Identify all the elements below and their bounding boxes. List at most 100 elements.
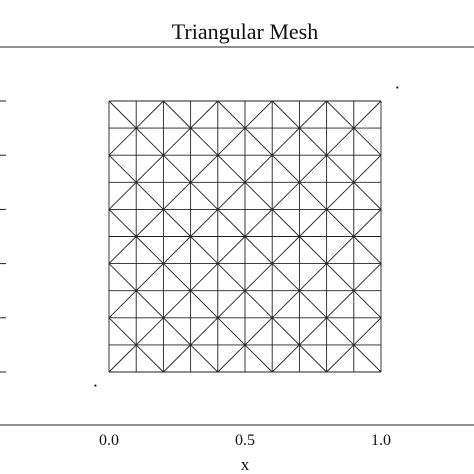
mesh-diagonal-edge (163, 181, 191, 210)
mesh-diagonal-edge (353, 209, 382, 237)
mesh-diagonal-edge (353, 290, 382, 319)
mesh-diagonal-edge (108, 263, 137, 292)
stray-points (94, 86, 399, 387)
mesh-diagonal-edge (108, 181, 137, 210)
mesh-diagonal-edge (108, 100, 137, 129)
mesh-diagonal-edge (163, 263, 191, 292)
mesh-diagonal-edge (353, 100, 382, 129)
mesh-diagonal-edge (108, 236, 137, 264)
mesh-diagonal-edge (353, 317, 382, 346)
mesh-diagonal-edge (217, 181, 246, 210)
mesh-diagonal-edge (353, 154, 382, 183)
mesh-diagonal-edge (299, 344, 327, 373)
mesh-diagonal-edge (299, 290, 327, 319)
x-tick-label: 0.5 (235, 432, 255, 449)
mesh-diagonal-edge (217, 209, 246, 237)
mesh-diagonal-edge (326, 127, 355, 156)
mesh-diagonal-edge (217, 344, 246, 373)
mesh-diagonal-edge (299, 263, 327, 292)
mesh-diagonal-edge (244, 154, 273, 183)
mesh-diagonal-edge (217, 317, 246, 346)
mesh-diagonal-edge (353, 344, 382, 373)
mesh-diagonal-edge (190, 317, 219, 346)
mesh-diagonal-edge (135, 209, 164, 237)
mesh-diagonal-edge (271, 317, 300, 346)
mesh-diagonal-edge (299, 236, 327, 264)
mesh-diagonal-edge (244, 344, 273, 373)
mesh-diagonal-edge (271, 263, 300, 292)
mesh-diagonal-edge (135, 317, 164, 346)
mesh-diagonal-edge (353, 263, 382, 292)
mesh-diagonal-edge (190, 209, 219, 237)
mesh-diagonal-edge (135, 236, 164, 264)
mesh-diagonal-edge (244, 236, 273, 264)
mesh-diagonal-edge (244, 290, 273, 319)
mesh-diagonal-edge (326, 290, 355, 319)
mesh-diagonal-edge (190, 100, 219, 129)
mesh-diagonal-edge (135, 100, 164, 129)
mesh-diagonal-edge (163, 209, 191, 237)
mesh-diagonal-edge (271, 181, 300, 210)
mesh-diagonal-edge (217, 154, 246, 183)
mesh-diagonal-edge (163, 317, 191, 346)
mesh-diagonal-edge (353, 236, 382, 264)
mesh-diagonal-edge (326, 344, 355, 373)
x-ticks: 0.0 0.5 1.0 (99, 432, 391, 449)
mesh-diagonal-edge (190, 344, 219, 373)
mesh-diagonal-edge (326, 236, 355, 264)
chart-title: Triangular Mesh (172, 19, 318, 44)
mesh-diagonal-edge (135, 181, 164, 210)
mesh-diagonal-edge (299, 127, 327, 156)
mesh-diagonal-edge (217, 127, 246, 156)
stray-point (396, 86, 399, 89)
mesh-layer (108, 100, 382, 373)
mesh-diagonal-edge (326, 154, 355, 183)
mesh-diagonal-edge (299, 181, 327, 210)
mesh-diagonal-edge (244, 209, 273, 237)
mesh-diagonal-edge (217, 263, 246, 292)
y-ticks (0, 100, 6, 373)
mesh-diagonal-edge (163, 127, 191, 156)
mesh-diagonal-edge (217, 236, 246, 264)
mesh-diagonal-edge (271, 209, 300, 237)
mesh-diagonal-edge (190, 236, 219, 264)
mesh-diagonal-edge (108, 209, 137, 237)
mesh-diagonal-edge (190, 290, 219, 319)
mesh-diagonal-edge (299, 154, 327, 183)
stray-point (94, 384, 97, 387)
mesh-diagonal-edge (108, 317, 137, 346)
mesh-diagonal-edge (271, 154, 300, 183)
mesh-diagonal-edge (108, 127, 137, 156)
mesh-diagonal-edge (326, 181, 355, 210)
mesh-diagonal-edge (190, 263, 219, 292)
mesh-diagonal-edge (326, 100, 355, 129)
mesh-diagonal-edge (326, 263, 355, 292)
mesh-diagonal-edge (271, 236, 300, 264)
mesh-diagonal-edge (326, 209, 355, 237)
mesh-diagonal-edge (108, 290, 137, 319)
x-tick-label: 0.0 (99, 432, 119, 449)
mesh-diagonal-edge (353, 181, 382, 210)
mesh-diagonal-edge (190, 181, 219, 210)
mesh-diagonal-edge (163, 100, 191, 129)
mesh-diagonal-edge (271, 127, 300, 156)
mesh-diagonal-edge (108, 154, 137, 183)
mesh-diagonal-edge (190, 154, 219, 183)
mesh-diagonal-edge (299, 317, 327, 346)
mesh-diagonal-edge (217, 290, 246, 319)
mesh-diagonal-edge (135, 127, 164, 156)
mesh-diagonal-edge (326, 317, 355, 346)
x-tick-label: 1.0 (371, 432, 391, 449)
mesh-diagonal-edge (244, 181, 273, 210)
mesh-diagonal-edge (299, 209, 327, 237)
x-axis-label: x (241, 455, 250, 474)
mesh-diagonal-edge (135, 154, 164, 183)
mesh-diagonal-edge (135, 344, 164, 373)
mesh-diagonal-edge (217, 100, 246, 129)
mesh-diagonal-edge (135, 290, 164, 319)
mesh-diagonal-edge (108, 344, 137, 373)
mesh-diagonal-edge (271, 100, 300, 129)
mesh-diagonal-edge (271, 344, 300, 373)
mesh-diagonal-edge (190, 127, 219, 156)
